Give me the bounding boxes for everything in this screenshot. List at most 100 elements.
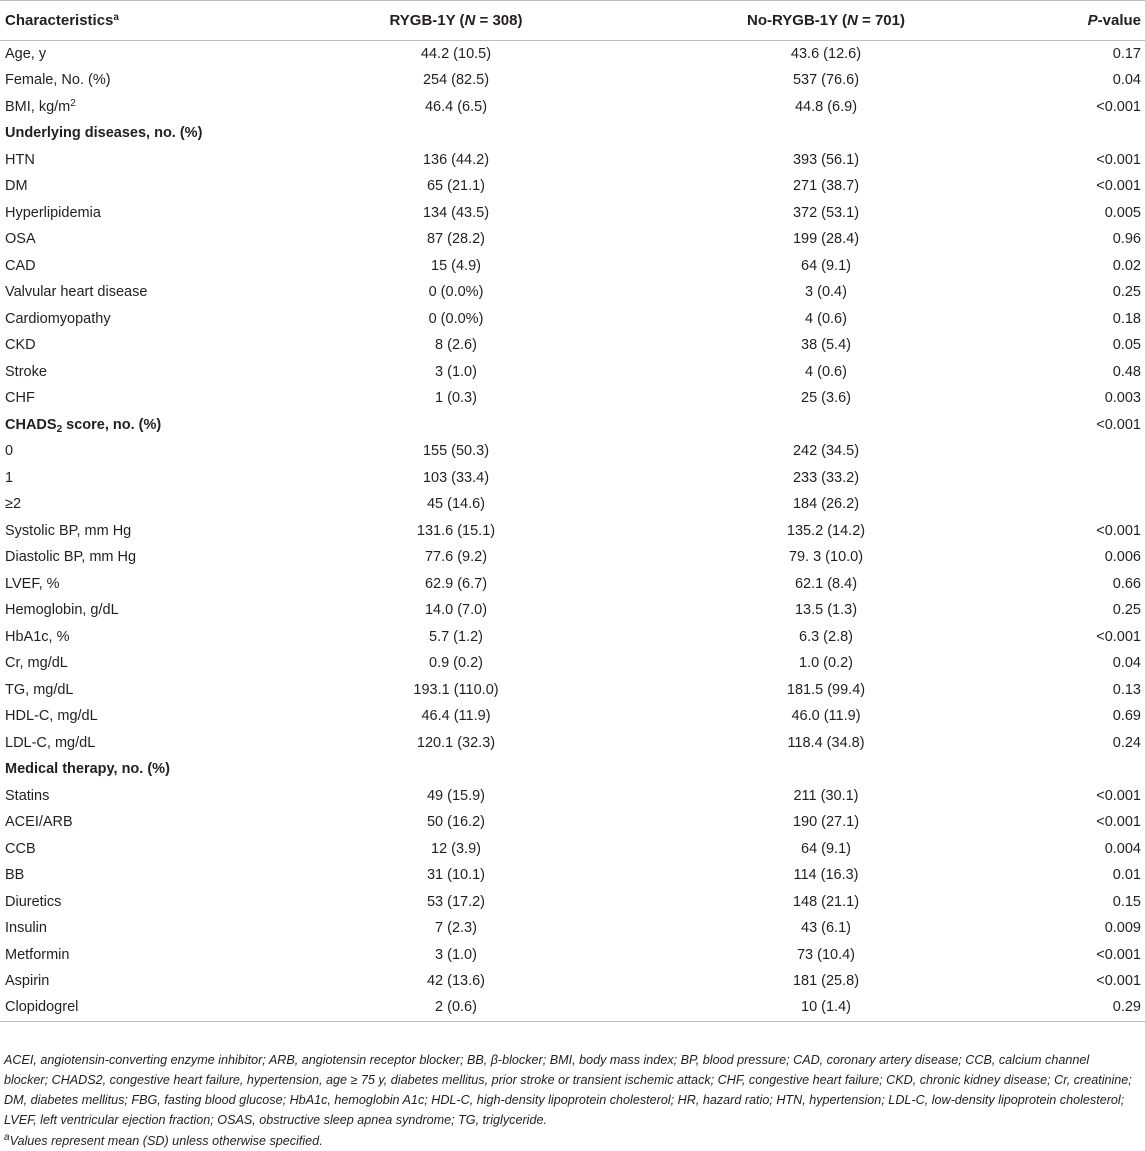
- table-row: LVEF, % 62.9 (6.7) 62.1 (8.4) 0.66: [0, 571, 1145, 598]
- row-label: Aspirin: [0, 968, 300, 995]
- cell-rygb-value: 254 (82.5): [422, 72, 490, 88]
- table-footnote: ACEI, angiotensin-converting enzyme inhi…: [4, 1050, 1134, 1151]
- table-row: Metformin 3 (1.0) 73 (10.4) <0.001: [0, 942, 1145, 969]
- table-row: HbA1c, % 5.7 (1.2) 6.3 (2.8) <0.001: [0, 624, 1145, 651]
- cell-p-value: 0.04: [1112, 72, 1141, 88]
- cell-rygb-value: 5.7 (1.2): [429, 628, 483, 645]
- row-label: Systolic BP, mm Hg: [0, 518, 300, 545]
- cell-no-rygb-value: 43.6 (12.6): [790, 45, 862, 62]
- cell-p-value: 0.04: [1112, 655, 1141, 671]
- table-row: Diuretics 53 (17.2) 148 (21.1) 0.15: [0, 889, 1145, 916]
- cell-no-rygb-value: [612, 120, 1040, 147]
- cell-rygb-value: 7 (2.3): [435, 920, 477, 936]
- characteristics-table: Characteristicsa RYGB-1Y (N = 308) No-RY…: [0, 0, 1145, 1021]
- row-label-text: Age, y: [5, 45, 47, 62]
- cell-no-rygb-value: 271 (38.7): [792, 178, 860, 194]
- cell-no-rygb-value: 13.5 (1.3): [794, 602, 858, 618]
- cell-no-rygb-value: 135.2 (14.2): [786, 522, 866, 539]
- table-row: CAD 15 (4.9) 64 (9.1) 0.02: [0, 253, 1145, 280]
- row-label-text: Diuretics: [5, 893, 62, 910]
- cell-rygb-value: 15 (4.9): [431, 257, 481, 274]
- row-label: TG, mg/dL: [0, 677, 300, 704]
- cell-p-value: <0.001: [1096, 522, 1141, 539]
- row-label: ACEI/ARB: [0, 809, 300, 836]
- col-header-characteristics: Characteristicsa: [0, 1, 300, 41]
- cell-no-rygb-value: 25 (3.6): [801, 390, 851, 406]
- cell-no-rygb-value: 118.4 (34.8): [787, 734, 865, 751]
- col-header-no-rygb-prefix: No-RYGB-1Y (: [747, 12, 848, 29]
- table-row: Statins 49 (15.9) 211 (30.1) <0.001: [0, 783, 1145, 810]
- row-label-text: Cardiomyopathy: [5, 310, 111, 327]
- row-label-text: ACEI/ARB: [5, 814, 73, 830]
- table-row: Cr, mg/dL 0.9 (0.2) 1.0 (0.2) 0.04: [0, 650, 1145, 677]
- cell-p-value: 0.24: [1112, 734, 1141, 751]
- cell-rygb-value: 3 (1.0): [435, 363, 477, 380]
- cell-rygb-value: 1 (0.3): [435, 390, 477, 406]
- row-label: ≥2: [0, 491, 300, 518]
- row-label: 0: [0, 438, 300, 465]
- cell-rygb-value: 87 (28.2): [426, 231, 486, 247]
- row-label: Age, y: [0, 41, 300, 68]
- cell-no-rygb-value: 393 (56.1): [792, 151, 860, 168]
- table-row: DM 65 (21.1) 271 (38.7) <0.001: [0, 173, 1145, 200]
- row-label-text-after: score, no. (%): [62, 416, 162, 433]
- row-label-text: Hemoglobin, g/dL: [5, 602, 119, 618]
- row-label-text: HTN: [5, 151, 35, 168]
- cell-no-rygb-value: 6.3 (2.8): [799, 628, 853, 645]
- cell-no-rygb-value: 62.1 (8.4): [794, 575, 858, 592]
- cell-rygb-value: [300, 756, 612, 783]
- cell-rygb-value: 3 (1.0): [435, 946, 477, 963]
- cell-rygb-value: 44.2 (10.5): [420, 45, 492, 62]
- col-header-characteristics-text: Characteristics: [5, 12, 114, 29]
- row-label: Cardiomyopathy: [0, 306, 300, 333]
- cell-no-rygb-value: [612, 412, 1040, 439]
- col-header-no-rygb-suffix: = 701): [857, 12, 905, 29]
- cell-no-rygb-value: 537 (76.6): [792, 72, 860, 88]
- cell-p-value: 0.13: [1112, 681, 1141, 698]
- cell-p-value: 0.25: [1112, 602, 1141, 618]
- cell-p-value: <0.001: [1096, 973, 1141, 989]
- row-label-subscript: 2: [56, 423, 63, 435]
- cell-rygb-value: 31 (10.1): [426, 867, 486, 883]
- row-label-text: OSA: [5, 231, 36, 247]
- cell-p-value: <0.001: [1096, 151, 1141, 168]
- row-label: HTN: [0, 147, 300, 174]
- row-label: Underlying diseases, no. (%): [0, 120, 300, 147]
- section-header-row: CHADS2 score, no. (%) <0.001: [0, 412, 1145, 439]
- cell-no-rygb-value: 233 (33.2): [792, 469, 860, 486]
- row-label-text: ≥2: [5, 496, 22, 512]
- row-label: DM: [0, 173, 300, 200]
- cell-no-rygb-value: 43 (6.1): [801, 920, 851, 936]
- cell-rygb-value: 155 (50.3): [422, 443, 490, 459]
- row-label-text: Stroke: [5, 363, 47, 380]
- footnote-values-note: aValues represent mean (SD) unless other…: [4, 1131, 1134, 1151]
- row-label-text: 0: [5, 443, 14, 459]
- cell-p-value: 0.05: [1112, 337, 1141, 353]
- cell-p-value: <0.001: [1096, 98, 1141, 115]
- row-label-text: Insulin: [5, 920, 47, 936]
- col-header-rygb-n: N: [464, 12, 476, 29]
- section-header-row: Medical therapy, no. (%): [0, 756, 1145, 783]
- col-header-rygb: RYGB-1Y (N = 308): [300, 1, 612, 41]
- cell-rygb-value: 193.1 (110.0): [413, 681, 499, 698]
- row-label: Metformin: [0, 942, 300, 969]
- row-label-text: CHF: [5, 390, 35, 406]
- cell-no-rygb-value: 64 (9.1): [801, 840, 851, 857]
- table-row: Female, No. (%) 254 (82.5) 537 (76.6) 0.04: [0, 67, 1145, 94]
- cell-rygb-value: 14.0 (7.0): [424, 602, 488, 618]
- cell-rygb-value: 0 (0.0%): [428, 310, 484, 327]
- row-label: Medical therapy, no. (%): [0, 756, 300, 783]
- cell-no-rygb-value: 190 (27.1): [792, 814, 860, 830]
- col-header-p-suffix: -value: [1097, 12, 1141, 29]
- row-label: Diastolic BP, mm Hg: [0, 544, 300, 571]
- row-label-text: Clopidogrel: [5, 999, 79, 1016]
- row-label: HbA1c, %: [0, 624, 300, 651]
- table-row: HTN 136 (44.2) 393 (56.1) <0.001: [0, 147, 1145, 174]
- table-row: LDL-C, mg/dL 120.1 (32.3) 118.4 (34.8) 0.24: [0, 730, 1145, 757]
- row-label-text: HDL-C, mg/dL: [5, 708, 98, 724]
- header-row: Characteristicsa RYGB-1Y (N = 308) No-RY…: [0, 0, 1145, 41]
- cell-p-value: 0.17: [1112, 45, 1141, 62]
- cell-no-rygb-value: 44.8 (6.9): [794, 98, 858, 115]
- cell-p-value: 0.004: [1104, 840, 1141, 857]
- row-label-text: BB: [5, 867, 25, 883]
